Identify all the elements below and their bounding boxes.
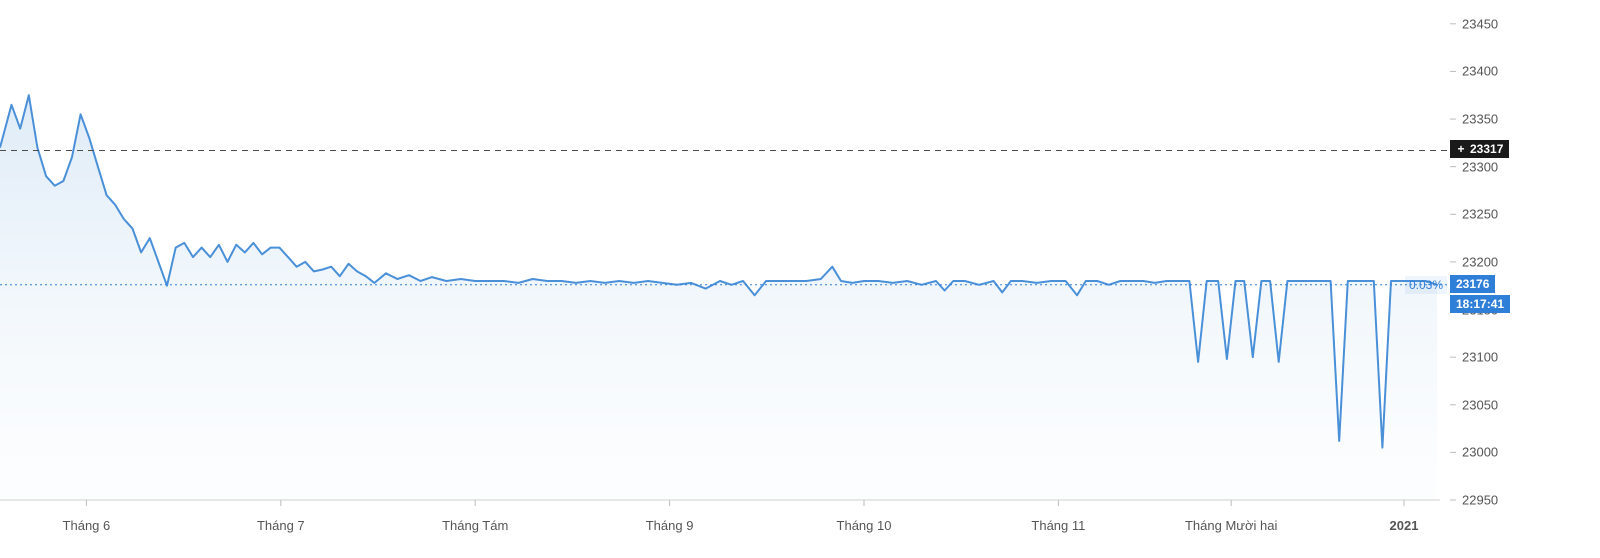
- price-chart-svg: [0, 0, 1600, 558]
- plus-icon: +: [1456, 142, 1466, 156]
- y-tick-label: 23100: [1462, 350, 1498, 365]
- x-tick-label: Tháng 10: [837, 518, 892, 533]
- pct-change-tag: 0.03%: [1405, 276, 1447, 294]
- crosshair-price-value: 23317: [1470, 142, 1503, 156]
- y-tick-label: 23350: [1462, 112, 1498, 127]
- y-tick-label: 23200: [1462, 254, 1498, 269]
- x-tick-label: Tháng 9: [646, 518, 694, 533]
- y-tick-label: 23050: [1462, 397, 1498, 412]
- current-price-tag[interactable]: 23176: [1450, 275, 1495, 293]
- y-tick-label: 22950: [1462, 493, 1498, 508]
- x-tick-label: Tháng 6: [63, 518, 111, 533]
- countdown-time-tag: 18:17:41: [1450, 295, 1510, 313]
- y-tick-label: 23400: [1462, 64, 1498, 79]
- x-tick-label: 2021: [1390, 518, 1419, 533]
- x-tick-label: Tháng 11: [1031, 518, 1085, 533]
- crosshair-price-tag[interactable]: +23317: [1450, 140, 1509, 158]
- y-tick-label: 23300: [1462, 159, 1498, 174]
- chart-container: 2295023000230502310023150232002325023300…: [0, 0, 1600, 558]
- x-tick-label: Tháng Tám: [442, 518, 508, 533]
- x-tick-label: Tháng 7: [257, 518, 305, 533]
- y-tick-label: 23000: [1462, 445, 1498, 460]
- y-tick-label: 23450: [1462, 16, 1498, 31]
- area-fill: [0, 95, 1437, 500]
- x-tick-label: Tháng Mười hai: [1185, 518, 1277, 533]
- y-tick-label: 23250: [1462, 207, 1498, 222]
